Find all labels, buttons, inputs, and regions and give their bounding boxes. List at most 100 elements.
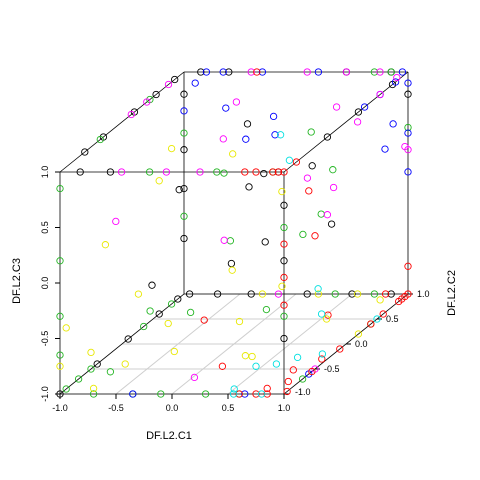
data-point-red (289, 366, 297, 374)
data-point-red (252, 168, 260, 176)
data-point-yellow (322, 315, 331, 323)
data-point-black (387, 290, 395, 298)
data-point-yellow (56, 362, 64, 370)
data-point-green (56, 312, 64, 320)
data-point-magenta (220, 236, 228, 244)
data-point-magenta (376, 90, 384, 99)
data-point-green (226, 237, 235, 245)
data-point-red (292, 158, 301, 166)
data-point-red (283, 387, 291, 396)
data-point-red (367, 320, 375, 328)
data-point-black (280, 257, 288, 265)
data-point-magenta (353, 118, 362, 126)
data-point-green (62, 385, 70, 393)
data-point-black (213, 290, 222, 298)
data-point-yellow (241, 352, 250, 360)
data-point-magenta (342, 68, 351, 76)
data-point-red (280, 273, 288, 282)
data-point-red (284, 377, 292, 386)
y-tick-label: 1.0 (417, 289, 430, 299)
data-point-cyan (285, 156, 294, 164)
data-point-yellow (248, 352, 256, 361)
data-point-green (262, 305, 271, 314)
data-point-cyan (252, 362, 260, 370)
data-point-magenta (190, 373, 199, 382)
data-point-green (220, 169, 228, 177)
data-point-magenta (232, 98, 241, 106)
data-point-cyan (257, 390, 266, 398)
data-point-green (56, 257, 64, 265)
data-point-black (124, 335, 132, 343)
data-point-black (260, 169, 268, 178)
data-point-green (213, 168, 221, 176)
data-point-black (323, 133, 332, 141)
data-point-red (218, 362, 227, 370)
box-edge (59, 71, 185, 173)
x-axis-title: DF.L2.C1 (146, 430, 192, 442)
data-point-black (174, 295, 182, 303)
data-point-black (171, 75, 179, 84)
data-point-black (303, 290, 311, 298)
data-point-blue (271, 131, 279, 139)
data-point-red (280, 240, 288, 248)
data-point-green (89, 390, 98, 398)
x-tick-label: -0.5 (108, 403, 124, 413)
data-point-yellow (167, 144, 176, 153)
data-point-blue (191, 79, 199, 87)
data-point-green (140, 322, 148, 331)
data-point-green (299, 230, 307, 239)
data-point-cyan (318, 350, 327, 358)
data-point-black (227, 259, 236, 268)
data-point-blue (241, 390, 249, 398)
data-point-green (180, 129, 188, 137)
data-point-black (180, 234, 188, 243)
data-point-magenta (393, 73, 401, 82)
data-point-blue (202, 68, 211, 76)
data-point-blue (129, 390, 137, 398)
data-point-black (280, 334, 288, 343)
data-point-black (197, 68, 205, 76)
data-point-yellow (89, 384, 98, 393)
data-point-cyan (229, 390, 238, 398)
data-points (56, 68, 412, 398)
z-tick-label: 1.0 (40, 166, 50, 179)
data-point-black (280, 201, 288, 209)
z-tick-label: 0.0 (40, 277, 50, 290)
data-point-green (387, 68, 395, 76)
z-tick-label: -0.5 (40, 331, 50, 347)
data-point-red (274, 168, 283, 176)
data-point-black (348, 290, 356, 298)
data-point-yellow (121, 360, 129, 368)
data-point-cyan (276, 131, 285, 139)
data-point-black (152, 90, 160, 99)
data-point-green (145, 168, 154, 176)
data-point-yellow (170, 347, 178, 356)
data-point-magenta (323, 211, 332, 219)
data-point-green (370, 68, 379, 76)
data-point-magenta (274, 290, 283, 298)
data-point-yellow (314, 290, 323, 298)
data-point-red (311, 232, 319, 240)
data-point-yellow (353, 290, 362, 298)
data-point-blue (180, 107, 188, 115)
data-point-black (180, 90, 188, 98)
data-point-black (180, 184, 188, 193)
data-point-black (148, 281, 156, 289)
x-tick-label: -1.0 (52, 403, 68, 413)
data-point-blue (242, 135, 250, 143)
data-point-magenta (247, 68, 255, 76)
data-point-black (56, 390, 64, 398)
data-point-yellow (376, 296, 384, 304)
data-point-yellow (228, 266, 236, 274)
data-point-red (263, 390, 271, 398)
data-point-green (280, 223, 288, 232)
data-point-blue (404, 168, 412, 176)
data-point-black (185, 290, 194, 298)
data-point-red (200, 316, 208, 324)
data-point-green (329, 166, 337, 174)
data-point-yellow (278, 282, 286, 290)
data-point-magenta (112, 217, 120, 226)
data-point-magenta (303, 174, 312, 182)
data-point-red (280, 301, 288, 309)
